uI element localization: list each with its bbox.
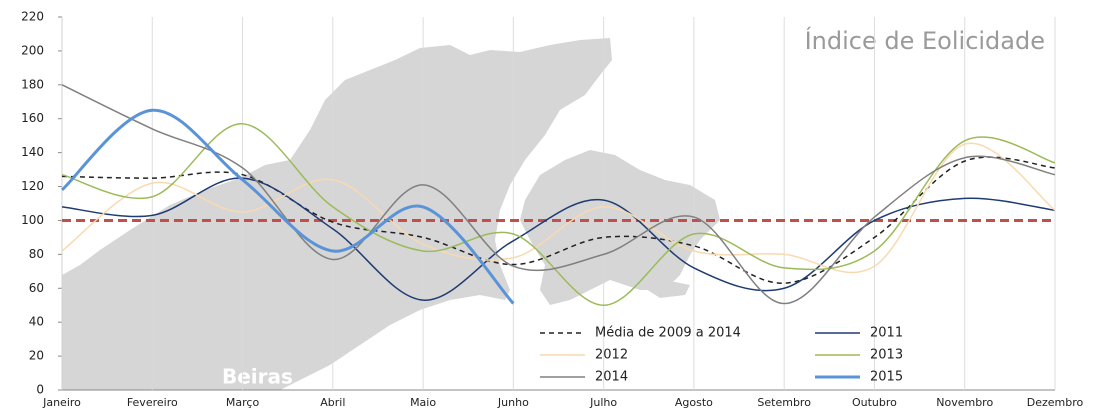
y-tick-label: 80: [29, 247, 44, 261]
legend-label: 2012: [595, 348, 628, 363]
legend-label: Média de 2009 a 2014: [595, 326, 741, 341]
series-line: [61, 142, 1056, 274]
series-line: [61, 84, 1056, 305]
y-tick-label: 40: [29, 315, 44, 329]
legend-label: 2014: [595, 370, 628, 385]
map-label: Beiras: [222, 365, 293, 389]
x-tick-label: Dezembro: [1027, 396, 1084, 409]
x-tick-label: Fevereiro: [127, 396, 178, 409]
y-tick-label: 60: [29, 281, 44, 295]
island: [520, 150, 720, 305]
map-background: [62, 38, 720, 390]
x-tick-label: Junho: [497, 396, 529, 409]
x-tick-label: Outubro: [852, 396, 897, 409]
x-tick-label: Novembro: [936, 396, 993, 409]
series-line: [61, 123, 1056, 306]
y-tick-label: 180: [21, 77, 44, 91]
x-tick-label: Janeiro: [42, 396, 81, 409]
legend-label: 2013: [870, 348, 903, 363]
x-tick-label: Março: [226, 396, 260, 409]
islet: [640, 280, 690, 298]
x-tick-label: Agosto: [675, 396, 713, 409]
series-line: [60, 108, 515, 305]
mainland: [62, 38, 612, 390]
y-tick-label: 140: [21, 145, 44, 159]
y-tick-label: 160: [21, 111, 44, 125]
x-tick-label: Maio: [410, 396, 436, 409]
series-line: [61, 156, 1056, 284]
x-tick-label: Abril: [320, 396, 345, 409]
legend: Média de 2009 a 2014 2011 2012 2013 2014 2015: [540, 326, 903, 385]
y-tick-label: 120: [21, 179, 44, 193]
x-tick-label: Setembro: [757, 396, 811, 409]
y-tick-label: 200: [21, 43, 44, 57]
y-tick-label: 20: [29, 349, 44, 363]
chart-title: Índice de Eolicidade: [805, 26, 1045, 55]
y-tick-label: 220: [21, 10, 44, 24]
legend-label: 2011: [870, 326, 903, 341]
x-tick-label: Julho: [589, 396, 617, 409]
legend-label: 2015: [870, 370, 903, 385]
y-tick-label: 100: [21, 213, 44, 227]
y-tick-label: 0: [36, 383, 44, 397]
